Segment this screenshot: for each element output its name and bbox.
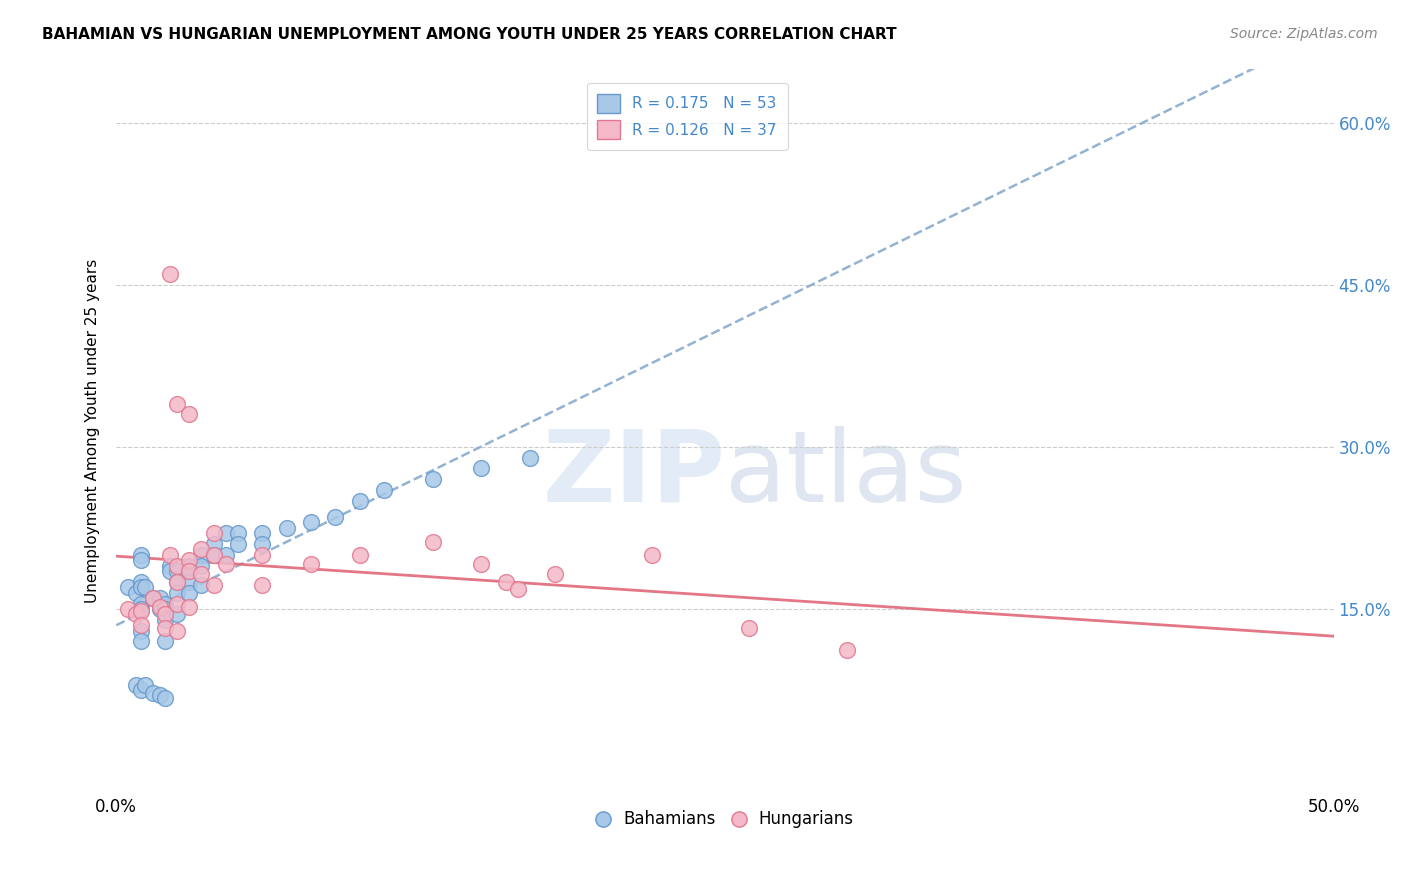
Point <box>166 564 188 578</box>
Point <box>373 483 395 497</box>
Point <box>470 557 492 571</box>
Point <box>252 548 274 562</box>
Point <box>149 689 172 703</box>
Point <box>543 567 565 582</box>
Point <box>166 624 188 638</box>
Point <box>153 690 176 705</box>
Point <box>190 558 212 573</box>
Point <box>349 493 371 508</box>
Point <box>190 578 212 592</box>
Point <box>519 450 541 465</box>
Point <box>129 602 152 616</box>
Point <box>506 582 529 597</box>
Point <box>202 526 225 541</box>
Point <box>252 526 274 541</box>
Point <box>149 602 172 616</box>
Point <box>179 574 201 589</box>
Point <box>142 686 165 700</box>
Point <box>129 618 152 632</box>
Point <box>179 558 201 573</box>
Point <box>166 585 188 599</box>
Point <box>129 548 152 562</box>
Point <box>129 634 152 648</box>
Point <box>129 624 152 638</box>
Point <box>153 607 176 622</box>
Point <box>166 597 188 611</box>
Point <box>129 574 152 589</box>
Point <box>125 585 148 599</box>
Point <box>349 548 371 562</box>
Point <box>226 526 249 541</box>
Point <box>470 461 492 475</box>
Legend: Bahamians, Hungarians: Bahamians, Hungarians <box>589 804 860 835</box>
Point <box>495 574 517 589</box>
Point <box>190 542 212 557</box>
Point <box>179 564 201 578</box>
Point <box>159 564 181 578</box>
Point <box>179 553 201 567</box>
Point <box>202 537 225 551</box>
Text: atlas: atlas <box>725 425 966 523</box>
Text: BAHAMIAN VS HUNGARIAN UNEMPLOYMENT AMONG YOUTH UNDER 25 YEARS CORRELATION CHART: BAHAMIAN VS HUNGARIAN UNEMPLOYMENT AMONG… <box>42 27 897 42</box>
Point <box>202 548 225 562</box>
Point <box>179 599 201 614</box>
Point <box>159 548 181 562</box>
Text: Source: ZipAtlas.com: Source: ZipAtlas.com <box>1230 27 1378 41</box>
Point <box>738 621 761 635</box>
Point <box>252 537 274 551</box>
Point <box>125 677 148 691</box>
Point <box>129 553 152 567</box>
Text: ZIP: ZIP <box>543 425 725 523</box>
Point <box>134 580 156 594</box>
Point <box>153 597 176 611</box>
Point <box>422 535 444 549</box>
Point <box>190 567 212 582</box>
Point <box>117 580 139 594</box>
Point <box>129 597 152 611</box>
Point <box>125 607 148 622</box>
Point <box>422 472 444 486</box>
Point <box>117 602 139 616</box>
Point <box>202 578 225 592</box>
Point <box>159 267 181 281</box>
Point <box>129 604 152 618</box>
Point <box>166 607 188 622</box>
Point <box>166 574 188 589</box>
Point <box>179 585 201 599</box>
Point <box>215 557 238 571</box>
Point <box>835 643 858 657</box>
Point <box>142 591 165 606</box>
Point <box>179 408 201 422</box>
Point <box>149 599 172 614</box>
Point <box>166 396 188 410</box>
Point <box>153 621 176 635</box>
Point <box>325 510 347 524</box>
Point <box>215 548 238 562</box>
Point <box>134 677 156 691</box>
Point <box>166 574 188 589</box>
Point <box>153 602 176 616</box>
Y-axis label: Unemployment Among Youth under 25 years: Unemployment Among Youth under 25 years <box>86 259 100 603</box>
Point <box>129 683 152 698</box>
Point <box>226 537 249 551</box>
Point <box>149 591 172 606</box>
Point <box>153 634 176 648</box>
Point <box>142 591 165 606</box>
Point <box>215 526 238 541</box>
Point <box>276 521 298 535</box>
Point <box>299 557 322 571</box>
Point <box>179 564 201 578</box>
Point <box>190 548 212 562</box>
Point <box>252 578 274 592</box>
Point <box>299 516 322 530</box>
Point <box>153 613 176 627</box>
Point <box>641 548 664 562</box>
Point <box>202 548 225 562</box>
Point <box>166 558 188 573</box>
Point <box>129 580 152 594</box>
Point <box>159 558 181 573</box>
